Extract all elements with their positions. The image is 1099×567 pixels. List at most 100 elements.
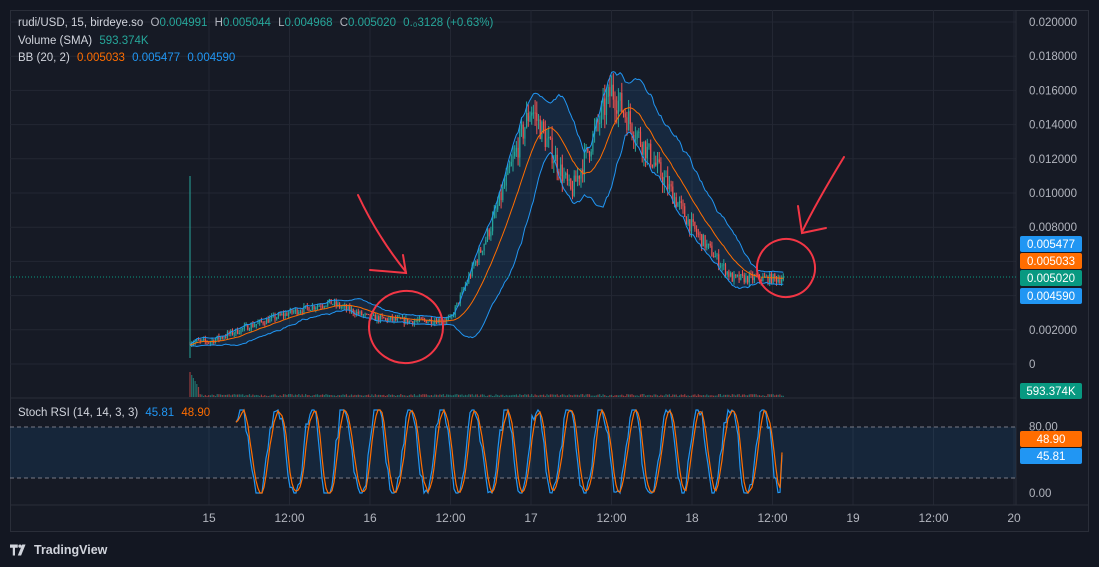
volume-bar [762, 395, 764, 397]
volume-bar [209, 395, 211, 397]
candle-body [476, 261, 478, 263]
volume-bar [197, 387, 200, 397]
volume-bar [692, 394, 694, 397]
legend-volume-label[interactable]: Volume (SMA) [18, 35, 93, 47]
candle-body [646, 146, 648, 159]
legend-symbol[interactable]: rudi/USD, 15, birdeye.so [18, 17, 144, 29]
candle-body [634, 139, 636, 141]
time-tick-label: 12:00 [918, 511, 948, 525]
candle-body [568, 178, 570, 181]
volume-bar [594, 395, 596, 397]
volume-bar [308, 395, 310, 397]
volume-bar [345, 394, 347, 397]
volume-bar [296, 394, 298, 397]
legend-close: 0.005020 [348, 17, 396, 29]
candle-body [750, 274, 752, 276]
time-tick-label: 19 [846, 511, 860, 525]
volume-bar [305, 394, 307, 397]
volume-bar [395, 395, 397, 397]
candle-body [624, 113, 626, 118]
price-badge [1020, 253, 1082, 269]
stoch-axis[interactable]: 80.00 0.00 [1029, 422, 1058, 500]
volume-bar [204, 394, 206, 397]
candle-body [250, 324, 252, 330]
volume-bar [347, 395, 349, 397]
volume-bar [718, 394, 720, 397]
volume-bar [679, 395, 681, 397]
volume-bar [760, 395, 762, 397]
volume-bar [752, 394, 754, 397]
candle-body [320, 305, 322, 307]
price-tick-label: 0.002000 [1029, 325, 1077, 337]
volume-bar [298, 394, 300, 397]
volume-bar [203, 395, 205, 397]
candle-body [566, 173, 568, 181]
volume-bar [352, 395, 354, 397]
candle-body [701, 234, 703, 247]
footer-brand[interactable]: TradingView [34, 543, 108, 557]
legend-bb-lower: 0.004590 [187, 52, 236, 64]
candle-body [488, 229, 490, 237]
legend-bb: BB (20, 2) 0.005033 0.005477 0.004590 [18, 52, 239, 64]
volume-bar [284, 394, 286, 397]
time-tick-label: 12:00 [757, 511, 787, 525]
candle-body [675, 197, 677, 207]
volume-bar [509, 395, 511, 397]
candle-body [430, 319, 432, 324]
candle-body [621, 92, 623, 112]
volume-bar [706, 394, 708, 397]
candle-body [225, 337, 227, 339]
volume-bar [386, 395, 388, 397]
candle-body [335, 301, 337, 306]
candle-body [405, 318, 407, 324]
volume-bar [514, 394, 516, 397]
volume-bar [665, 394, 667, 397]
volume-bar [738, 394, 740, 397]
candle-body [556, 154, 558, 172]
volume-bar [495, 394, 497, 397]
candle-body [772, 274, 774, 283]
candle-body [503, 185, 506, 188]
volume-bar [619, 395, 621, 397]
price-axis[interactable]: 0.020000 0.018000 0.016000 0.014000 0.012000… [1029, 17, 1077, 371]
candle-body [238, 333, 240, 335]
legend-stoch-label[interactable]: Stoch RSI (14, 14, 3, 3) [18, 407, 139, 419]
candle-body [196, 339, 198, 342]
volume-bar [724, 394, 727, 397]
candle-body [415, 320, 417, 322]
volume-bar [442, 394, 444, 397]
candle-body [291, 309, 293, 313]
candle-body [276, 317, 278, 320]
volume-bar [374, 394, 376, 397]
volume-bar [536, 395, 538, 397]
volume-bar [711, 395, 713, 397]
candle-body [531, 112, 533, 116]
candle-body [628, 111, 630, 131]
volume-bar [588, 394, 591, 397]
volume-bar [231, 394, 234, 397]
volume-bar [721, 395, 723, 397]
footer: TradingView [10, 540, 107, 560]
volume-bar [583, 395, 585, 397]
bb-basis-line [189, 107, 784, 346]
candle-body [310, 309, 312, 311]
candle-body [427, 321, 429, 324]
time-axis[interactable]: 15 12:00 16 12:00 17 12:00 18 12:00 19 12:00 20 [202, 511, 1021, 525]
price-badge [1020, 448, 1082, 464]
candle-body [318, 305, 320, 307]
candle-body [548, 137, 550, 139]
volume-bar [713, 395, 715, 397]
candle-body [410, 320, 412, 322]
candle-body [629, 111, 631, 124]
candle-body [379, 315, 381, 322]
volume-bar [306, 395, 308, 397]
volume-bar [471, 394, 473, 397]
volume-bar [247, 395, 249, 397]
legend-bb-label[interactable]: BB (20, 2) [18, 52, 70, 64]
candle-body [641, 144, 643, 155]
volume-bar [332, 395, 334, 397]
volume-bar [364, 395, 366, 397]
volume-bar [573, 394, 575, 397]
time-tick-label: 12:00 [274, 511, 304, 525]
